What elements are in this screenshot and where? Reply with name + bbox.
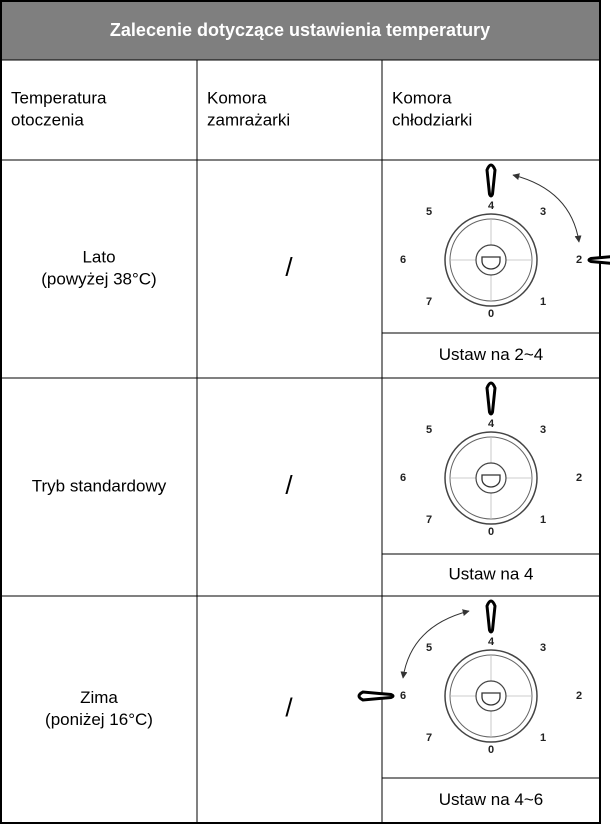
dial-number: 7: [426, 732, 432, 744]
dial-number: 3: [540, 642, 546, 654]
cell-text: Tryb standardowy: [32, 476, 167, 495]
dial-ring: [444, 213, 538, 307]
cell-text: (poniżej 16°C): [45, 710, 153, 729]
knob: [485, 599, 497, 634]
dial-number: 5: [426, 642, 432, 654]
knob: [485, 163, 497, 198]
dial-center: [475, 244, 507, 276]
knob: [485, 381, 497, 416]
cell-text: /: [285, 470, 293, 500]
dial-center: [481, 256, 501, 270]
dial-ring: [444, 431, 538, 525]
cell-text: Ustaw na 2~4: [439, 345, 543, 364]
dial-center: [475, 680, 507, 712]
dial-number: 2: [576, 472, 582, 484]
dial-number: 6: [400, 472, 406, 484]
dial-number: 4: [488, 200, 495, 212]
dial-number: 1: [540, 296, 546, 308]
cell-text: Komora: [392, 88, 452, 107]
dial-number: 0: [488, 744, 494, 756]
dial-center: [475, 462, 507, 494]
cell-text: otoczenia: [11, 110, 84, 129]
table-title: Zalecenie dotyczące ustawienia temperatu…: [110, 20, 490, 40]
dial-number: 2: [576, 690, 582, 702]
cell-text: /: [285, 252, 293, 282]
dial-number: 6: [400, 690, 406, 702]
cell-text: Lato: [82, 247, 115, 266]
dial-number: 1: [540, 732, 546, 744]
dial-number: 4: [488, 418, 495, 430]
dial-number: 7: [426, 514, 432, 526]
cell-text: chłodziarki: [392, 110, 472, 129]
arrow: [400, 609, 470, 679]
header-band: [1, 1, 600, 60]
dial-number: 7: [426, 296, 432, 308]
dial-number: 6: [400, 254, 406, 266]
cell-text: (powyżej 38°C): [41, 269, 156, 288]
arrow: [512, 173, 582, 243]
dial-center: [481, 692, 501, 706]
cell-text: Temperatura: [11, 88, 107, 107]
cell-text: zamrażarki: [207, 110, 290, 129]
dial-number: 1: [540, 514, 546, 526]
knob: [357, 690, 395, 702]
cell-text: Komora: [207, 88, 267, 107]
cell-text: Ustaw na 4: [448, 564, 533, 583]
cell-text: /: [285, 692, 293, 722]
knob: [587, 255, 610, 265]
dial-center: [481, 474, 501, 488]
cell-text: Ustaw na 4~6: [439, 790, 543, 809]
dial-number: 4: [488, 636, 495, 648]
cell-text: Zima: [80, 688, 118, 707]
dial-number: 2: [576, 254, 582, 266]
dial-number: 0: [488, 526, 494, 538]
dial-number: 5: [426, 206, 432, 218]
dial-number: 3: [540, 424, 546, 436]
dial-number: 0: [488, 308, 494, 320]
dial-number: 3: [540, 206, 546, 218]
dial-number: 5: [426, 424, 432, 436]
dial-ring: [444, 649, 538, 743]
